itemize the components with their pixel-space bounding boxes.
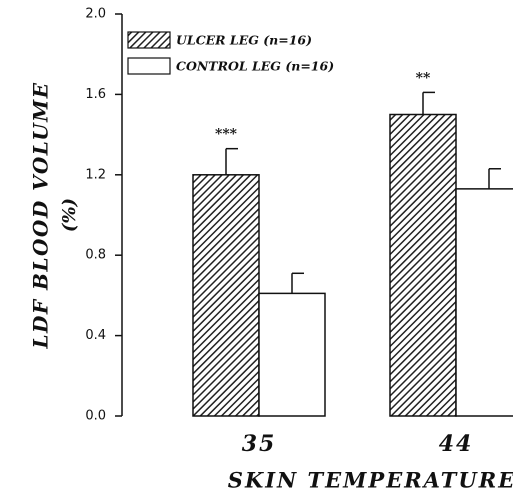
legend-swatch xyxy=(127,57,171,75)
y-tick-label: 0.4 xyxy=(85,328,106,343)
error-bar xyxy=(291,272,304,294)
y-tick-label: 1.6 xyxy=(85,87,106,102)
bar xyxy=(258,292,326,417)
error-bar xyxy=(422,91,435,115)
error-bar xyxy=(488,168,501,189)
legend-swatch xyxy=(127,31,171,49)
bar xyxy=(389,113,457,417)
y-tick-label: 0.8 xyxy=(85,248,106,263)
y-axis-label: LDF BLOOD VOLUME xyxy=(29,81,53,349)
error-bar xyxy=(225,147,238,175)
bar xyxy=(192,174,260,417)
y-tick-label: 1.2 xyxy=(85,167,106,182)
y-axis-unit: (%) xyxy=(59,198,80,232)
bar xyxy=(455,188,513,417)
significance-label: *** xyxy=(215,127,238,143)
y-tick-label: 0.0 xyxy=(85,409,106,424)
y-tick-label: 2.0 xyxy=(85,7,106,22)
x-axis-label: SKIN TEMPERATURE xyxy=(228,468,513,493)
significance-label: ** xyxy=(416,70,431,86)
x-tick-label: 35 xyxy=(242,431,277,457)
legend-label: ULCER LEG (n=16) xyxy=(176,33,312,48)
legend-label: CONTROL LEG (n=16) xyxy=(176,59,334,74)
x-tick-label: 44 xyxy=(439,431,474,457)
